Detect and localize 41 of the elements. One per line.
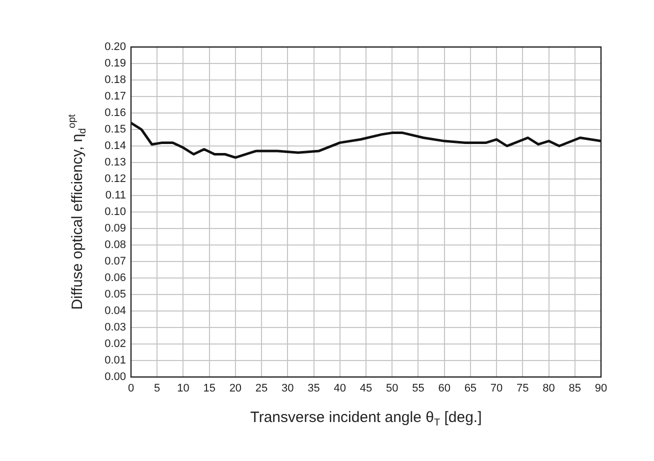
x-tick-label: 35 — [308, 382, 320, 395]
x-tick-label: 50 — [386, 382, 398, 395]
x-tick-label: 70 — [490, 382, 503, 395]
x-tick-label: 45 — [360, 382, 372, 395]
y-tick-label: 0.19 — [104, 58, 126, 70]
y-tick-label: 0.04 — [104, 305, 126, 318]
y-tick-label: 0.11 — [105, 190, 126, 202]
x-tick-label: 20 — [229, 382, 242, 395]
x-tick-label: 85 — [568, 382, 582, 395]
y-tick-label: 0.14 — [104, 140, 126, 152]
x-tick-label: 0 — [128, 382, 134, 395]
y-tick-label: 0.07 — [104, 256, 126, 268]
y-tick-label: 0.02 — [104, 338, 126, 350]
y-tick-label: 0.17 — [104, 90, 126, 103]
y-tick-label: 0.16 — [104, 107, 126, 120]
x-tick-label: 80 — [542, 382, 555, 395]
y-tick-label: 0.00 — [104, 371, 126, 384]
x-tick-label: 15 — [203, 382, 216, 395]
y-tick-label: 0.09 — [104, 222, 126, 235]
y-tick-label: 0.20 — [104, 41, 126, 54]
y-tick-label: 0.08 — [104, 239, 126, 252]
x-tick-label: 40 — [334, 382, 346, 395]
x-tick-label: 10 — [177, 382, 190, 395]
y-tick-label: 0.01 — [104, 354, 126, 367]
y-tick-label: 0.13 — [104, 156, 126, 169]
x-tick-label: 55 — [412, 382, 424, 395]
y-tick-label: 0.05 — [104, 288, 126, 301]
x-tick-label: 25 — [255, 382, 268, 395]
y-tick-label: 0.18 — [104, 74, 126, 86]
y-tick-label: 0.12 — [104, 173, 126, 186]
x-tick-label: 5 — [154, 382, 160, 395]
x-tick-label: 75 — [516, 382, 529, 395]
x-tick-label: 60 — [438, 382, 450, 395]
x-tick-label: 65 — [464, 382, 477, 395]
y-tick-label: 0.10 — [104, 206, 126, 218]
x-tick-label: 30 — [282, 382, 294, 395]
y-tick-label: 0.06 — [104, 272, 126, 284]
x-tick-label: 90 — [594, 382, 608, 395]
y-tick-label: 0.15 — [104, 124, 126, 136]
y-axis-title: Diffuse optical efficiency, ηdopt — [66, 114, 88, 310]
y-tick-label: 0.03 — [104, 322, 126, 334]
